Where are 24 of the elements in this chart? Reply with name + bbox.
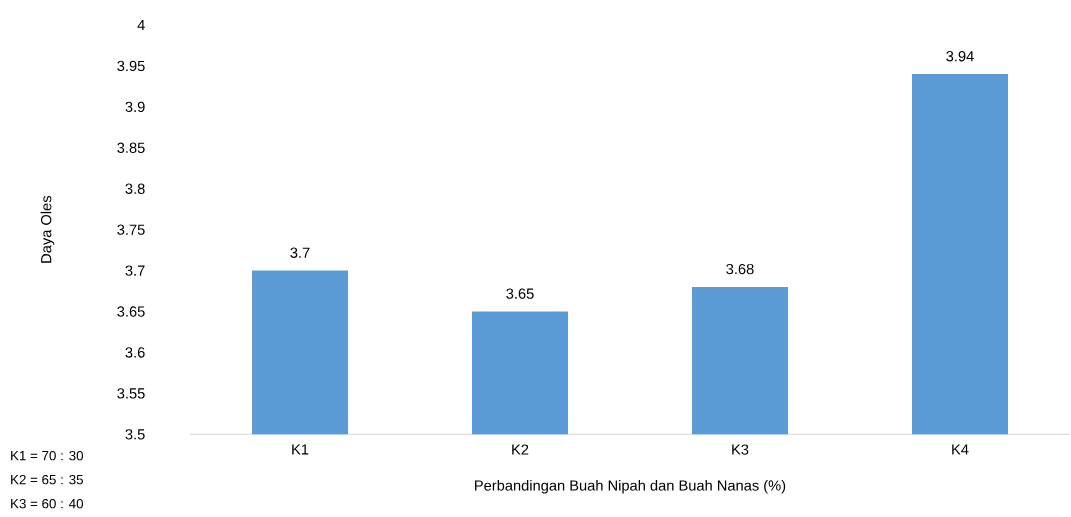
text: K1 = 70 : 30 — [11, 450, 84, 461]
y-tick-label: 3.75 — [117, 224, 145, 235]
y-tick-label: 3.55 — [117, 388, 145, 399]
y-tick-label: 3.6 — [125, 347, 145, 358]
x-tick-label: K3 — [732, 444, 749, 455]
y-tick-label: 3.9 — [125, 101, 145, 113]
data-label: 3.65 — [506, 288, 534, 299]
y-tick-label: 3.95 — [117, 60, 145, 72]
y-tick-label: 4 — [137, 19, 145, 31]
x-tick-label: K1 — [292, 444, 309, 455]
y-tick-label: 3.5 — [125, 429, 145, 440]
y-axis-title: Daya Oles — [40, 195, 55, 263]
text: K3 = 60 : 40 — [11, 498, 84, 509]
x-tick-label: K4 — [952, 444, 969, 455]
x-tick-label: K2 — [512, 444, 529, 455]
y-tick-label: 3.65 — [117, 306, 145, 317]
data-label: 3.7 — [290, 247, 310, 258]
y-tick-label: 3.7 — [125, 265, 145, 276]
data-label: 3.94 — [946, 51, 974, 62]
y-tick-label: 3.8 — [125, 183, 145, 194]
y-tick-label: 3.85 — [117, 142, 145, 153]
data-label: 3.68 — [726, 263, 754, 275]
x-axis-title: Perbandingan Buah Nipah dan Buah Nanas (%) — [475, 479, 786, 494]
text: K2 = 65 : 35 — [11, 474, 83, 485]
